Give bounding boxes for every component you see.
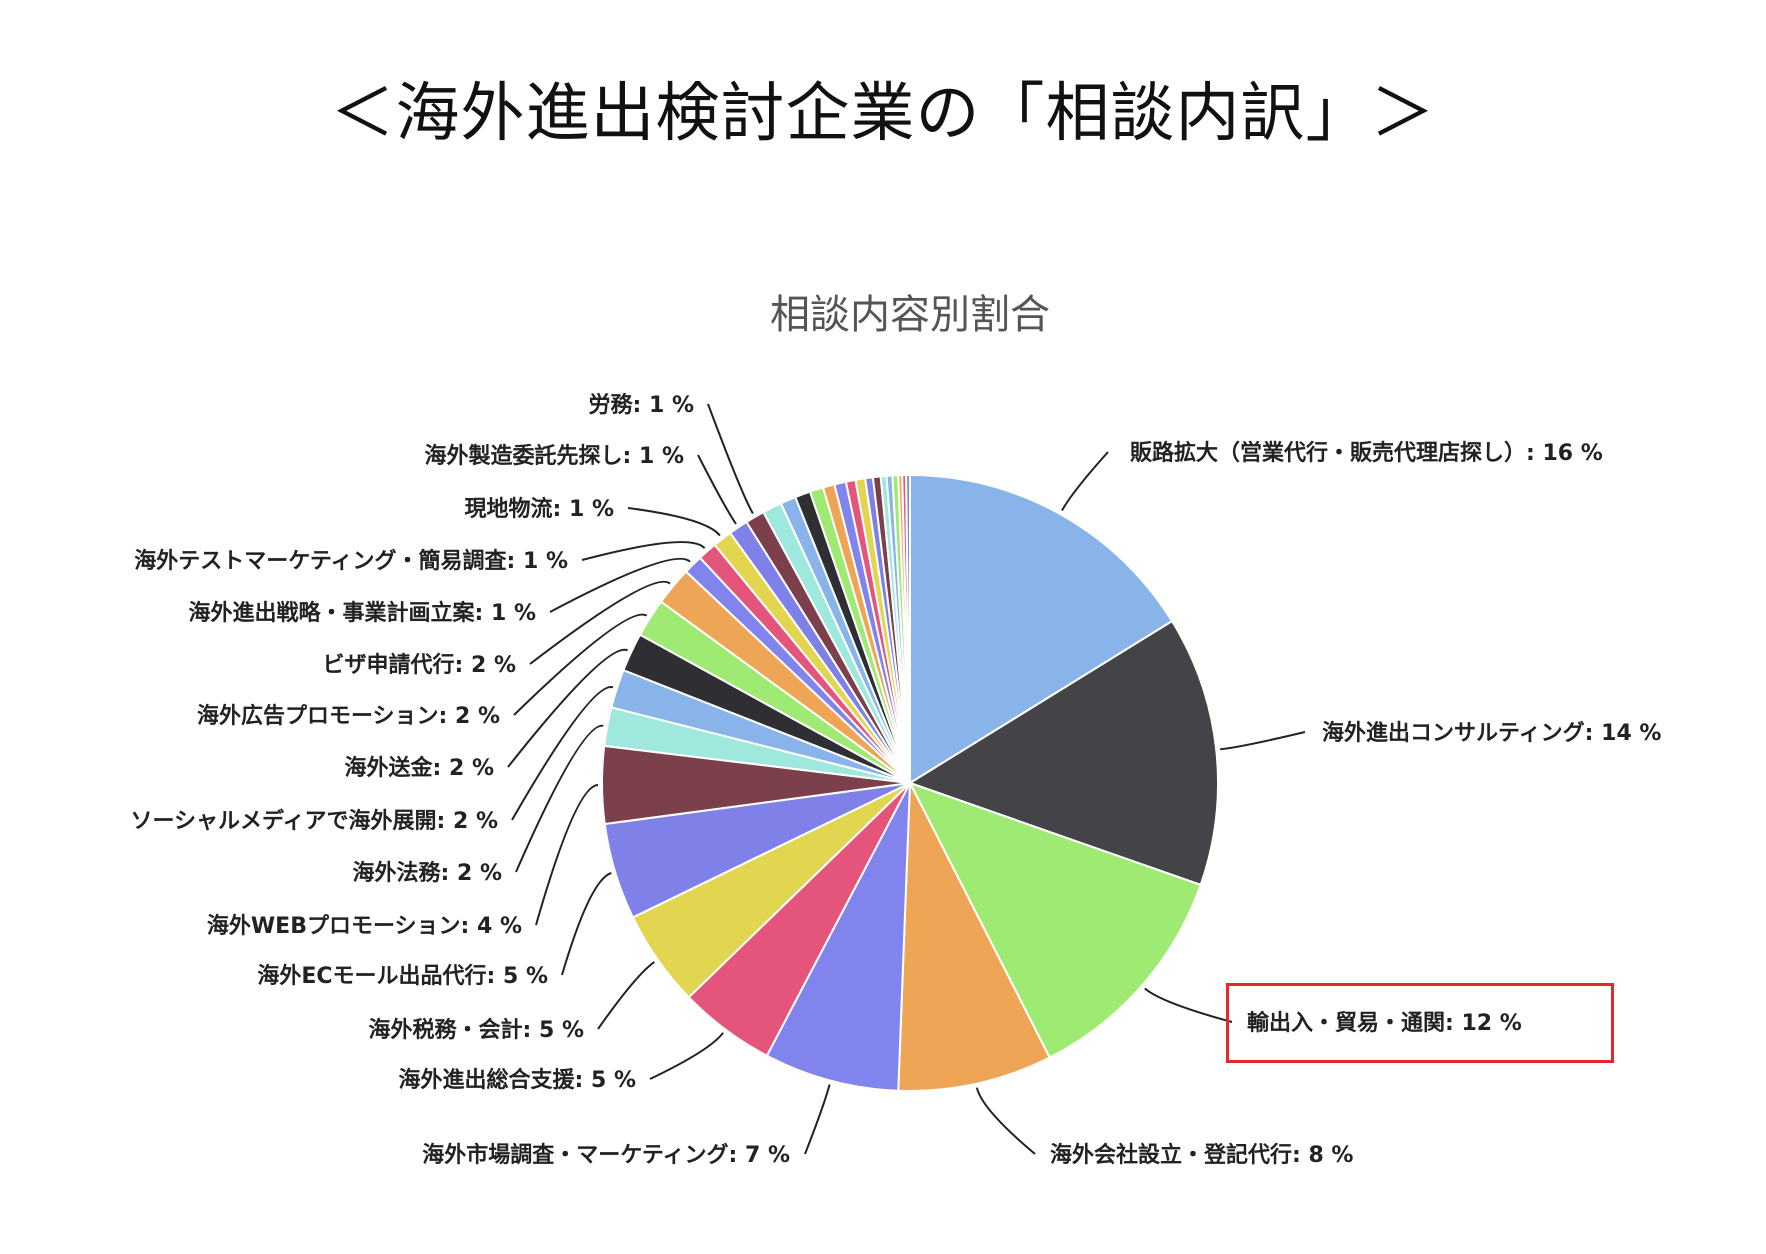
leader-line [1144, 987, 1233, 1023]
pie-slices [601, 473, 1219, 1092]
leader-line [511, 686, 614, 821]
pie-slice [907, 619, 1219, 887]
slice-label: 現地物流: 1 % [465, 496, 614, 522]
slice-label: ソーシャルメディアで海外展開: 2 % [131, 808, 499, 834]
slice-label: 労務: 1 % [589, 392, 694, 418]
slice-labels: 販路拡大（営業代行・販売代理店探し）: 16 % 海外進出コンサルティング: 14… [131, 392, 1662, 1168]
pie-slice [907, 781, 1202, 1059]
slice-label: 海外テストマーケティング・簡易調査: 1 % [134, 548, 568, 574]
slice-label: 海外ECモール出品代行: 5 % [257, 963, 548, 989]
leader-line [707, 403, 754, 515]
slice-label: 海外進出戦略・事業計画立案: 1 % [189, 600, 536, 626]
pie-slice [905, 473, 911, 784]
highlight-box [1226, 983, 1614, 1063]
leader-line [1061, 451, 1109, 511]
chart-title: 相談内容別割合 [770, 292, 1050, 338]
leader-line [507, 648, 629, 768]
leader-line [561, 872, 612, 976]
slice-label: 海外送金: 2 % [345, 755, 494, 781]
pie-slice [897, 779, 1051, 1092]
slice-label: 海外広告プロモーション: 2 % [197, 703, 500, 729]
leader-line [975, 1087, 1036, 1155]
leader-line [513, 613, 648, 716]
leader-line [1220, 731, 1306, 751]
slice-label: 海外税務・会計: 5 % [369, 1017, 584, 1043]
leader-line [804, 1084, 831, 1155]
slice-label: 海外法務: 2 % [353, 860, 502, 886]
slice-label: 海外市場調査・マーケティング: 7 % [422, 1142, 790, 1168]
slice-label: 販路拡大（営業代行・販売代理店探し）: 16 % [1130, 440, 1603, 466]
leader-line [549, 557, 691, 613]
leader-line [515, 724, 604, 873]
leader-line [535, 784, 599, 926]
slice-label: 海外製造委託先探し: 1 % [425, 443, 684, 469]
slice-label: 海外進出総合支援: 5 % [399, 1067, 636, 1093]
slice-label: ビザ申請代行: 2 % [323, 652, 516, 678]
pie-slice [765, 782, 911, 1092]
leader-lines [507, 403, 1306, 1155]
pie-slice [909, 473, 1174, 785]
leader-line [627, 507, 721, 537]
leader-line [529, 580, 671, 665]
slice-label: 海外WEBプロモーション: 4 % [207, 913, 522, 939]
leader-line [697, 454, 737, 525]
slice-label: 輸出入・貿易・通関: 12 % [1247, 1010, 1522, 1036]
leader-line [597, 961, 655, 1030]
slice-label: 海外進出コンサルティング: 14 % [1322, 720, 1661, 746]
page-title: ＜海外進出検討企業の「相談内訳」＞ [330, 77, 1436, 151]
leader-line [581, 541, 706, 561]
slice-label: 海外会社設立・登記代行: 8 % [1050, 1142, 1353, 1168]
leader-line [649, 1032, 724, 1080]
